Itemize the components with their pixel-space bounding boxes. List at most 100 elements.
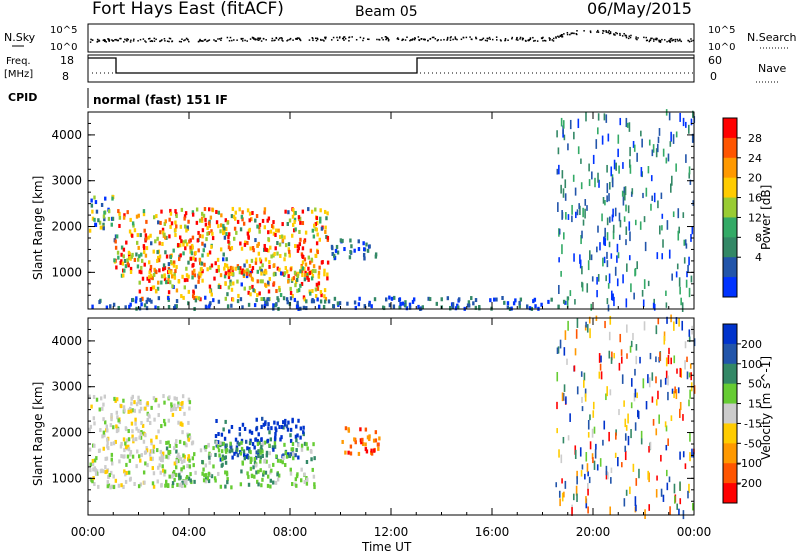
- range-cell: [127, 470, 131, 475]
- range-cell: [204, 444, 208, 449]
- range-cell: [594, 177, 596, 188]
- range-cell: [93, 458, 97, 463]
- range-cell: [626, 122, 629, 128]
- range-cell: [353, 300, 357, 305]
- range-cell: [102, 446, 105, 451]
- range-cell: [586, 205, 588, 211]
- range-cell: [399, 302, 402, 307]
- range-cell: [278, 425, 281, 430]
- freq-tick-bottom: 8: [62, 70, 69, 83]
- range-cell: [98, 407, 101, 412]
- range-cell: [254, 455, 258, 460]
- range-cell: [182, 295, 185, 300]
- range-cell: [326, 235, 330, 240]
- range-cell: [292, 228, 296, 233]
- range-cell: [261, 441, 265, 446]
- range-cell: [132, 223, 135, 228]
- nsky-point: [608, 32, 611, 35]
- nsky-point: [249, 38, 252, 40]
- range-cell: [227, 275, 231, 280]
- range-cell: [561, 478, 563, 484]
- range-cell: [562, 436, 565, 444]
- range-cell: [359, 427, 362, 432]
- nsky-point: [688, 40, 691, 43]
- range-cell: [254, 437, 257, 442]
- range-cell: [263, 210, 266, 215]
- range-cell: [261, 263, 264, 268]
- range-cell: [378, 436, 381, 441]
- range-cell: [664, 377, 667, 385]
- nsky-point: [396, 38, 399, 40]
- range-cell: [333, 255, 337, 260]
- range-cell: [602, 197, 605, 204]
- range-cell: [140, 430, 143, 435]
- range-cell: [614, 266, 617, 276]
- range-cell: [572, 493, 575, 501]
- range-cell: [302, 425, 305, 430]
- range-cell: [625, 204, 627, 212]
- nsky-point: [536, 40, 539, 42]
- range-cell: [170, 407, 173, 412]
- nsky-point: [521, 38, 524, 41]
- nsky-point: [615, 31, 617, 34]
- range-cell: [261, 416, 264, 421]
- nsky-point: [251, 36, 254, 39]
- range-cell: [136, 257, 140, 262]
- range-cell: [242, 449, 246, 454]
- range-cell: [675, 271, 678, 278]
- range-cell: [137, 213, 140, 218]
- nsky-point: [145, 41, 147, 43]
- range-cell: [580, 235, 582, 245]
- range-cell: [183, 216, 186, 221]
- range-cell: [247, 302, 251, 307]
- range-cell: [634, 219, 637, 226]
- range-cell: [153, 215, 156, 220]
- range-cell: [289, 427, 293, 432]
- power-colorbar-label: Power [dB]: [759, 185, 773, 250]
- x-tick-label: 16:00: [475, 525, 510, 539]
- range-cell: [175, 304, 178, 309]
- nsky-point: [277, 39, 280, 41]
- range-cell: [684, 463, 687, 470]
- range-cell: [307, 207, 310, 212]
- range-cell: [183, 214, 187, 219]
- nsky-point: [434, 38, 437, 40]
- range-cell: [639, 221, 642, 230]
- range-cell: [183, 454, 187, 459]
- range-cell: [291, 214, 295, 219]
- range-cell: [685, 154, 687, 163]
- range-cell: [312, 442, 315, 447]
- nsky-point: [297, 37, 299, 39]
- range-cell: [573, 131, 575, 140]
- range-cell: [129, 217, 132, 222]
- range-cell: [227, 272, 230, 277]
- range-cell: [164, 483, 167, 488]
- range-cell: [408, 305, 412, 310]
- nsky-point: [462, 36, 465, 39]
- range-cell: [197, 275, 201, 280]
- range-cell: [122, 405, 126, 410]
- range-cell: [215, 268, 219, 273]
- range-cell: [271, 445, 275, 450]
- range-cell: [164, 219, 167, 224]
- range-cell: [625, 226, 628, 235]
- range-cell: [649, 352, 652, 360]
- nsky-point: [387, 37, 389, 40]
- range-cell: [139, 406, 143, 411]
- nsky-point: [129, 41, 132, 43]
- range-cell: [637, 410, 640, 419]
- range-cell: [177, 459, 180, 464]
- nsky-point: [650, 37, 652, 40]
- nave-label: Nave: [758, 62, 786, 75]
- range-cell: [514, 298, 517, 303]
- range-cell: [435, 301, 439, 306]
- range-cell: [688, 399, 690, 407]
- range-cell: [224, 218, 228, 223]
- range-cell: [647, 280, 650, 287]
- range-cell: [203, 243, 207, 248]
- nsky-point: [566, 31, 569, 34]
- range-cell: [308, 289, 311, 294]
- range-cell: [250, 430, 254, 435]
- nsky-point: [316, 37, 319, 40]
